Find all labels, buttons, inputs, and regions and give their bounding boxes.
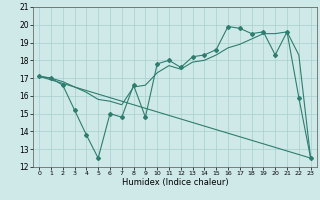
X-axis label: Humidex (Indice chaleur): Humidex (Indice chaleur) (122, 178, 228, 187)
